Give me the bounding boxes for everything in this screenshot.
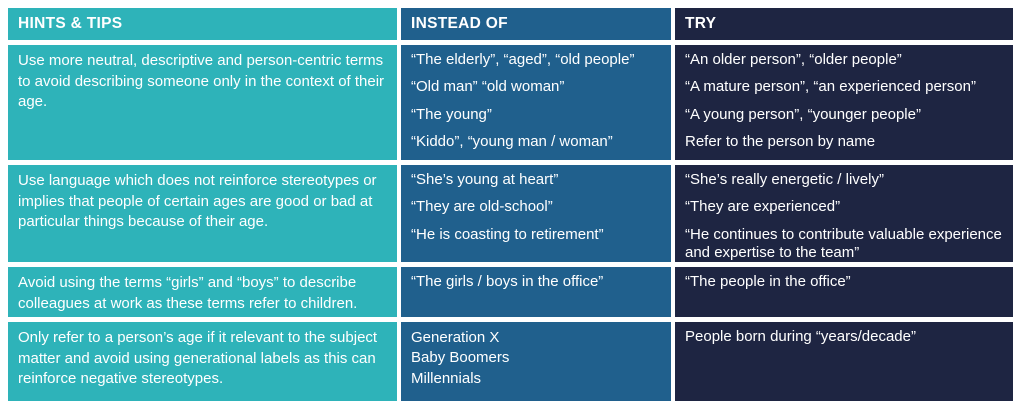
row1-instead-of-cell: “The elderly”, “aged”, “old people” “Old… (401, 45, 671, 160)
instead-line: “The young” (411, 105, 492, 123)
try-line: “He continues to contribute valuable exp… (685, 225, 1002, 261)
instead-line: Baby Boomers (411, 349, 510, 367)
row1-hints-tips-cell: Use more neutral, descriptive and person… (8, 45, 397, 160)
row4-instead-of-cell: Generation X Baby Boomers Millennials (401, 322, 671, 401)
row3-instead-of-cell: “The girls / boys in the office” (401, 267, 671, 317)
age-language-table: HINTS & TIPS INSTEAD OF TRY Use more neu… (8, 8, 1013, 401)
row3-try-cell: “The people in the office” (675, 267, 1013, 317)
instead-line: “He is coasting to retirement” (411, 225, 604, 243)
instead-line: “Old man” “old woman” (411, 78, 565, 96)
try-line: “An older person”, “older people” (685, 51, 902, 68)
instead-line: Millennials (411, 369, 482, 387)
row3-hints-tips-cell: Avoid using the terms “girls” and “boys”… (8, 267, 397, 317)
row4-try-cell: People born during “years/decade” (675, 322, 1013, 401)
instead-line: “The elderly”, “aged”, “old people” (411, 51, 635, 68)
instead-line: “The girls / boys in the office” (411, 273, 604, 290)
instead-line: Generation X (411, 329, 500, 346)
row2-hints-tips-cell: Use language which does not reinforce st… (8, 165, 397, 262)
column-header-instead-of: INSTEAD OF (401, 8, 671, 40)
try-line: “A young person”, “younger people” (685, 105, 921, 123)
tip-text: Use more neutral, descriptive and person… (18, 52, 385, 111)
try-line: People born during “years/decade” (685, 328, 916, 345)
row4-hints-tips-cell: Only refer to a person’s age if it relev… (8, 322, 397, 401)
instead-line: “They are old-school” (411, 198, 553, 216)
try-line: “They are experienced” (685, 198, 841, 216)
try-line: “She’s really energetic / lively” (685, 171, 884, 188)
row1-try-cell: “An older person”, “older people” “A mat… (675, 45, 1013, 160)
instead-line: “She’s young at heart” (411, 171, 559, 188)
try-line: Refer to the person by name (685, 132, 876, 150)
tip-text: Use language which does not reinforce st… (18, 172, 377, 231)
tip-text: Only refer to a person’s age if it relev… (18, 329, 378, 388)
instead-line: “Kiddo”, “young man / woman” (411, 132, 613, 150)
column-header-try: TRY (675, 8, 1013, 40)
try-line: “The people in the office” (685, 273, 851, 290)
tip-text: Avoid using the terms “girls” and “boys”… (18, 274, 358, 312)
column-header-hints-tips: HINTS & TIPS (8, 8, 397, 40)
row2-try-cell: “She’s really energetic / lively” “They … (675, 165, 1013, 262)
row2-instead-of-cell: “She’s young at heart” “They are old-sch… (401, 165, 671, 262)
try-line: “A mature person”, “an experienced perso… (685, 78, 976, 96)
